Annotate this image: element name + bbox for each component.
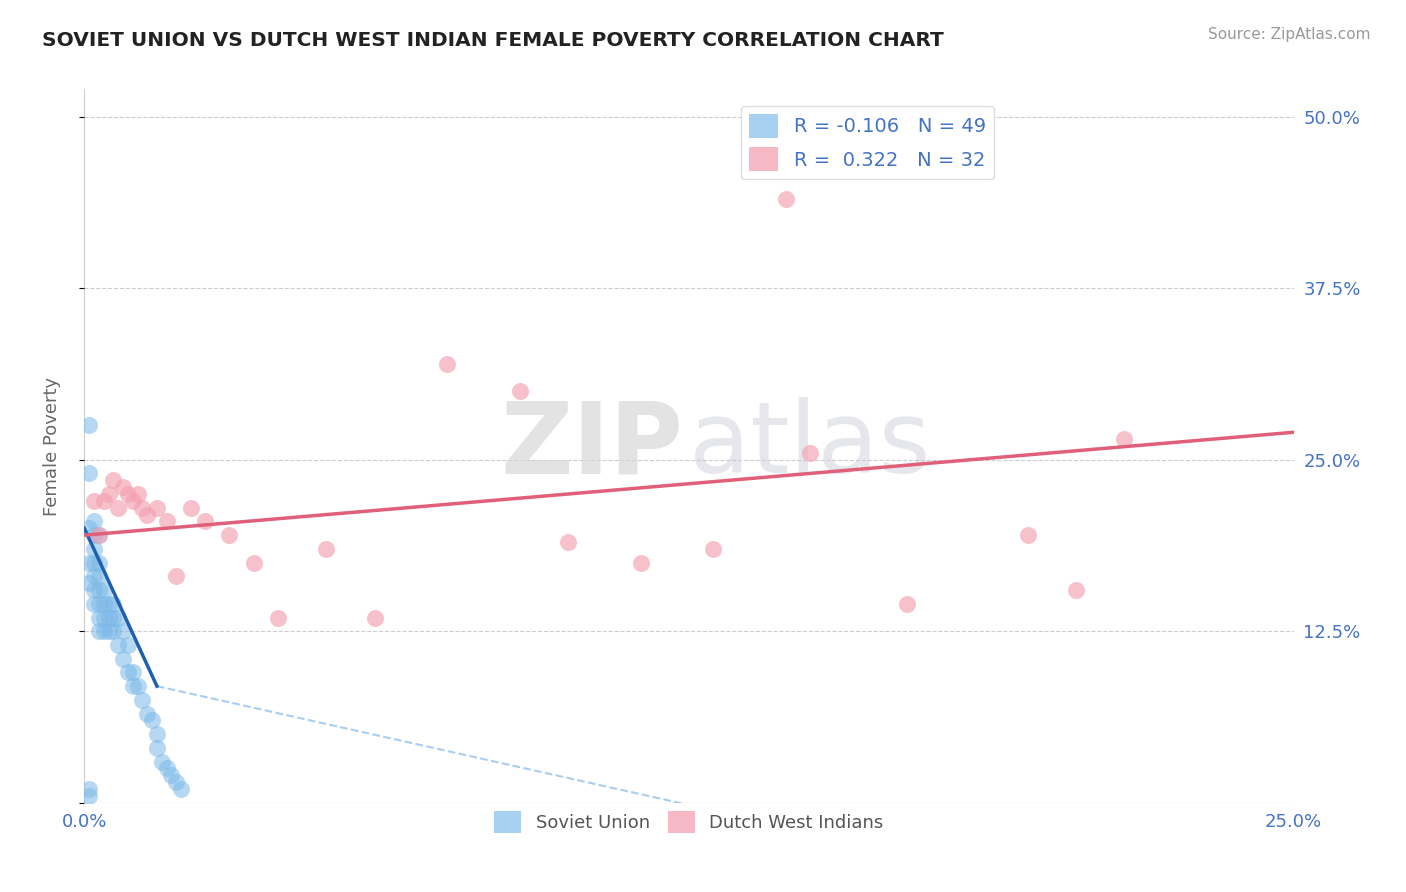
Point <box>155 762 177 776</box>
Point <box>1064 583 1087 598</box>
Point <box>896 597 918 611</box>
Point <box>107 500 129 515</box>
Point <box>127 679 149 693</box>
Point <box>150 755 173 769</box>
Point <box>83 583 105 598</box>
Text: atlas: atlas <box>689 398 931 494</box>
Point <box>146 740 169 755</box>
Point <box>194 515 217 529</box>
Point <box>83 541 105 556</box>
Point <box>77 467 100 481</box>
Point <box>97 487 120 501</box>
Point <box>103 597 125 611</box>
Point <box>83 556 105 570</box>
Point <box>87 569 110 583</box>
Point <box>775 192 797 206</box>
Point <box>97 624 120 639</box>
Point <box>77 556 100 570</box>
Point <box>87 528 110 542</box>
Point <box>77 782 100 797</box>
Point <box>103 473 125 487</box>
Point <box>117 487 139 501</box>
Point <box>87 624 110 639</box>
Point <box>77 521 100 535</box>
Point <box>146 500 169 515</box>
Point <box>87 610 110 624</box>
Point <box>87 597 110 611</box>
Point <box>83 515 105 529</box>
Point <box>131 500 153 515</box>
Point <box>83 569 105 583</box>
Point <box>121 665 143 680</box>
Point <box>83 528 105 542</box>
Point <box>97 610 120 624</box>
Point <box>136 706 159 721</box>
Point <box>87 583 110 598</box>
Point <box>170 782 193 797</box>
Point <box>93 494 115 508</box>
Point <box>218 528 240 542</box>
Point <box>117 638 139 652</box>
Point <box>103 610 125 624</box>
Point <box>160 768 183 782</box>
Point <box>141 714 163 728</box>
Point <box>436 357 458 371</box>
Text: SOVIET UNION VS DUTCH WEST INDIAN FEMALE POVERTY CORRELATION CHART: SOVIET UNION VS DUTCH WEST INDIAN FEMALE… <box>42 31 943 50</box>
Point <box>1017 528 1039 542</box>
Point <box>112 480 135 494</box>
Point <box>87 528 110 542</box>
Point <box>180 500 202 515</box>
Point <box>131 693 153 707</box>
Point <box>165 775 187 789</box>
Point <box>127 487 149 501</box>
Point <box>267 610 290 624</box>
Point <box>93 583 115 598</box>
Point <box>363 610 385 624</box>
Point <box>83 494 105 508</box>
Point <box>136 508 159 522</box>
Point <box>107 610 129 624</box>
Point <box>93 610 115 624</box>
Point <box>509 384 531 398</box>
Point <box>83 597 105 611</box>
Point <box>702 541 724 556</box>
Point <box>93 597 115 611</box>
Y-axis label: Female Poverty: Female Poverty <box>42 376 60 516</box>
Point <box>77 576 100 591</box>
Point <box>121 679 143 693</box>
Point <box>112 651 135 665</box>
Point <box>97 597 120 611</box>
Point <box>155 515 177 529</box>
Point <box>165 569 187 583</box>
Text: ZIP: ZIP <box>501 398 683 494</box>
Point <box>93 624 115 639</box>
Point <box>799 446 821 460</box>
Point <box>242 556 264 570</box>
Point <box>630 556 652 570</box>
Point <box>103 624 125 639</box>
Point <box>557 535 579 549</box>
Legend: Soviet Union, Dutch West Indians: Soviet Union, Dutch West Indians <box>486 804 891 840</box>
Point <box>315 541 337 556</box>
Point <box>146 727 169 741</box>
Point <box>121 494 143 508</box>
Point <box>117 665 139 680</box>
Point <box>1114 432 1136 446</box>
Point <box>77 418 100 433</box>
Point <box>107 638 129 652</box>
Point <box>87 556 110 570</box>
Point <box>77 789 100 803</box>
Text: Source: ZipAtlas.com: Source: ZipAtlas.com <box>1208 27 1371 42</box>
Point <box>112 624 135 639</box>
